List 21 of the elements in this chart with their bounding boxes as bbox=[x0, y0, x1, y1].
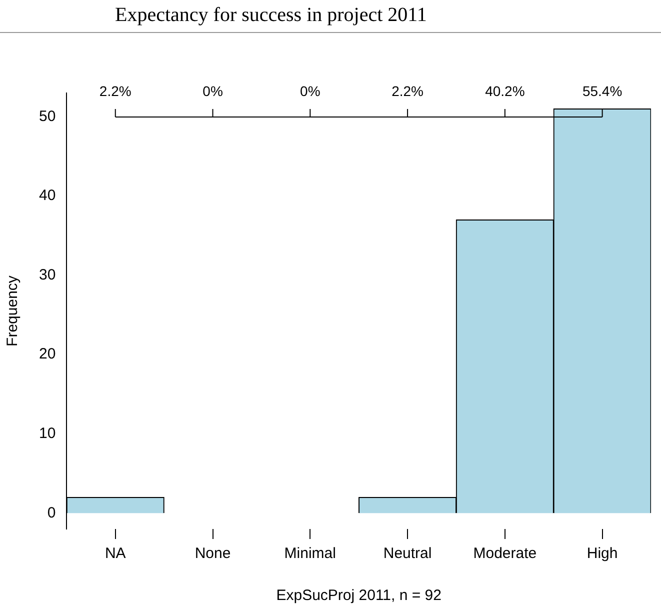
annotation: 0% bbox=[202, 82, 223, 99]
x-axis-title: ExpSucProj 2011, n = 92 bbox=[276, 587, 442, 604]
x-tick-label: None bbox=[194, 545, 231, 562]
x-tick-label: Neutral bbox=[383, 545, 432, 562]
annotation: 40.2% bbox=[485, 82, 525, 99]
annotation: 2.2% bbox=[99, 82, 132, 99]
x-tick-label: Moderate bbox=[473, 545, 537, 562]
annotation: 0% bbox=[300, 82, 320, 99]
y-tick-label: 30 bbox=[38, 266, 56, 284]
x-tick-label: High bbox=[586, 545, 618, 562]
y-tick-label: 50 bbox=[38, 108, 56, 125]
y-tick-label: 0 bbox=[47, 504, 56, 522]
y-tick-label: 20 bbox=[38, 346, 56, 363]
x-tick-label: Minimal bbox=[284, 545, 336, 562]
chart-title: Expectancy for success in project 2011 bbox=[0, 0, 661, 33]
x-tick-label: NA bbox=[104, 545, 126, 562]
y-axis-title: Frequency bbox=[4, 275, 22, 346]
y-tick-label: 40 bbox=[38, 187, 56, 204]
annotation: 55.4% bbox=[582, 82, 622, 99]
y-tick-label: 10 bbox=[38, 425, 56, 442]
annotation: 2.2% bbox=[392, 82, 424, 99]
